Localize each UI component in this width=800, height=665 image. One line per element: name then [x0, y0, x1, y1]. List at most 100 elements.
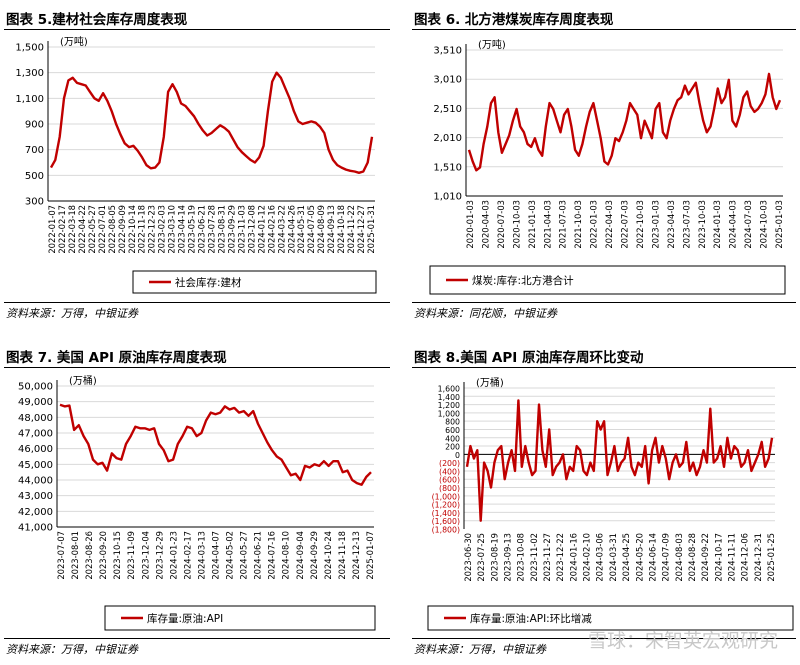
- y-tick-label: (400): [439, 467, 460, 476]
- x-tick-label: 2023-05-19: [187, 205, 197, 254]
- y-tick-label: 1,500: [15, 43, 44, 54]
- title-rule: [4, 29, 390, 30]
- series-line: [59, 403, 372, 486]
- x-tick-label: 2021-04-03: [542, 200, 552, 249]
- source-rule: [412, 302, 796, 303]
- x-tick-label: 2023-10-08: [516, 533, 526, 582]
- x-tick-label: 2023-10-15: [112, 531, 122, 580]
- y-tick-label: (600): [439, 476, 460, 485]
- x-tick-label: 2023-04-03: [666, 200, 676, 249]
- x-tick-label: 2020-10-03: [511, 200, 521, 249]
- x-tick-label: 2024-09-22: [700, 533, 710, 582]
- x-tick-label: 2022-03-18: [67, 205, 77, 254]
- y-tick-label: (1,400): [432, 509, 460, 518]
- legend-box: [132, 270, 377, 294]
- x-tick-label: 2023-04-14: [177, 205, 187, 254]
- x-tick-label: 2024-02-16: [266, 205, 276, 254]
- y-tick-label: 400: [445, 434, 460, 443]
- unit-label: (万吨): [60, 35, 88, 48]
- x-tick-label: 2024-04-26: [286, 205, 296, 254]
- x-tick-label: 2024-10-03: [759, 200, 769, 249]
- x-tick-label: 2024-04-07: [211, 531, 221, 580]
- x-tick-label: 2024-08-28: [687, 533, 697, 582]
- x-tick-label: 2022-08-05: [107, 205, 117, 254]
- x-tick-label: 2023-07-07: [56, 531, 66, 580]
- x-tick-label: 2025-01-03: [774, 200, 784, 249]
- x-tick-label: 2025-01-31: [366, 205, 376, 254]
- y-tick-label: 3,510: [433, 46, 462, 57]
- legend-label: 库存量:原油:API:环比增减: [470, 612, 592, 625]
- x-tick-label: 2022-02-17: [57, 205, 67, 254]
- x-tick-label: 2024-02-10: [582, 533, 592, 582]
- y-tick-label: 45,000: [18, 460, 53, 471]
- x-tick-label: 2023-09-20: [98, 531, 108, 580]
- x-tick-label: 2023-06-30: [463, 533, 473, 582]
- y-tick-label: 1,000: [438, 409, 460, 418]
- y-tick-label: (1,000): [432, 492, 460, 501]
- x-tick-label: 2024-05-27: [239, 531, 249, 580]
- y-tick-label: 1,100: [15, 94, 44, 105]
- unit-label: (万桶): [476, 376, 504, 389]
- x-tick-label: 2021-10-03: [573, 200, 583, 249]
- x-tick-label: 2022-10-14: [127, 205, 137, 254]
- y-tick-label: 2,010: [433, 133, 462, 144]
- y-tick-label: 44,000: [18, 476, 53, 487]
- x-tick-label: 2024-12-06: [740, 533, 750, 582]
- legend-box: [104, 605, 376, 631]
- chart-north-port-coal: 1,010 1,510 2,010 2,510 3,010 3,510 (万吨) 2020-0…: [429, 38, 786, 295]
- y-tick-label: 43,000: [18, 491, 53, 502]
- y-tick-label: (1,200): [432, 501, 460, 510]
- x-tick-label: 2024-11-18: [337, 531, 347, 580]
- x-tick-label: 2024-07-09: [661, 533, 671, 582]
- x-tick-label: 2023-12-08: [246, 205, 256, 254]
- legend-label: 煤炭:库存:北方港合计: [472, 274, 574, 287]
- x-tick-label: 2024-07-03: [743, 200, 753, 249]
- unit-label: (万桶): [69, 374, 97, 387]
- y-tick-label: 900: [25, 120, 44, 131]
- y-tick-label: 600: [445, 426, 460, 435]
- x-tick-label: 2022-12-23: [147, 205, 157, 254]
- series-line: [467, 72, 782, 172]
- unit-label: (万吨): [478, 38, 506, 51]
- x-tick-label: 2023-03-10: [167, 205, 177, 254]
- x-tick-label: 2021-01-03: [527, 200, 537, 249]
- x-tick-label: 2023-02-03: [157, 205, 167, 254]
- title-rule: [412, 367, 796, 368]
- y-tick-label: 46,000: [18, 444, 53, 455]
- y-tick-label: 1,300: [15, 68, 44, 79]
- chart-title: 图表 5.建材社会库存周度表现: [6, 12, 188, 28]
- y-tick-label: 800: [445, 418, 460, 427]
- x-tick-label: 2024-03-22: [276, 205, 286, 254]
- x-tick-label: 2024-09-13: [326, 205, 336, 254]
- x-tick-label: 2025-01-07: [365, 531, 375, 580]
- x-tick-label: 2024-08-09: [316, 205, 326, 254]
- x-tick-label: 2024-07-05: [306, 205, 316, 254]
- y-tick-label: 1,200: [438, 401, 460, 410]
- x-tick-label: 2024-08-03: [674, 533, 684, 582]
- chart-source: 资料来源：万得，中银证券: [6, 643, 138, 656]
- x-tick-label: 2022-05-27: [87, 205, 97, 254]
- series-line: [49, 71, 374, 175]
- x-tick-label: 2024-10-17: [713, 533, 723, 582]
- x-tick-label: 2023-08-01: [70, 531, 80, 580]
- title-rule: [4, 367, 390, 368]
- chart-source: 资料来源：同花顺，中银证券: [414, 307, 557, 320]
- x-tick-label: 2025-01-25: [766, 533, 776, 582]
- chart-api-crude-weekly-change: (1,800)(1,600)(1,400)(1,200)(1,000)(800)…: [427, 376, 794, 631]
- chart-source: 资料来源：万得，中银证券: [6, 307, 138, 320]
- source-rule: [412, 638, 796, 639]
- x-tick-label: 2023-07-03: [681, 200, 691, 249]
- x-tick-label: 2024-01-03: [712, 200, 722, 249]
- x-tick-label: 2024-08-10: [281, 531, 291, 580]
- y-tick-label: 2,510: [433, 104, 462, 115]
- chart-source: 资料来源：万得，中银证券: [414, 643, 546, 656]
- x-tick-label: 2022-09-09: [117, 205, 127, 254]
- y-tick-label: 200: [445, 443, 460, 452]
- legend-box: [427, 605, 794, 631]
- x-tick-label: 2024-10-18: [336, 205, 346, 254]
- x-tick-label: 2023-11-09: [126, 531, 136, 580]
- source-rule: [4, 638, 390, 639]
- chart-api-crude-inventory: 41,000 42,000 43,000 44,000 45,000 46,000 47,0…: [18, 374, 376, 631]
- x-tick-label: 2023-09-13: [503, 533, 513, 582]
- y-tick-label: 50,000: [18, 382, 53, 393]
